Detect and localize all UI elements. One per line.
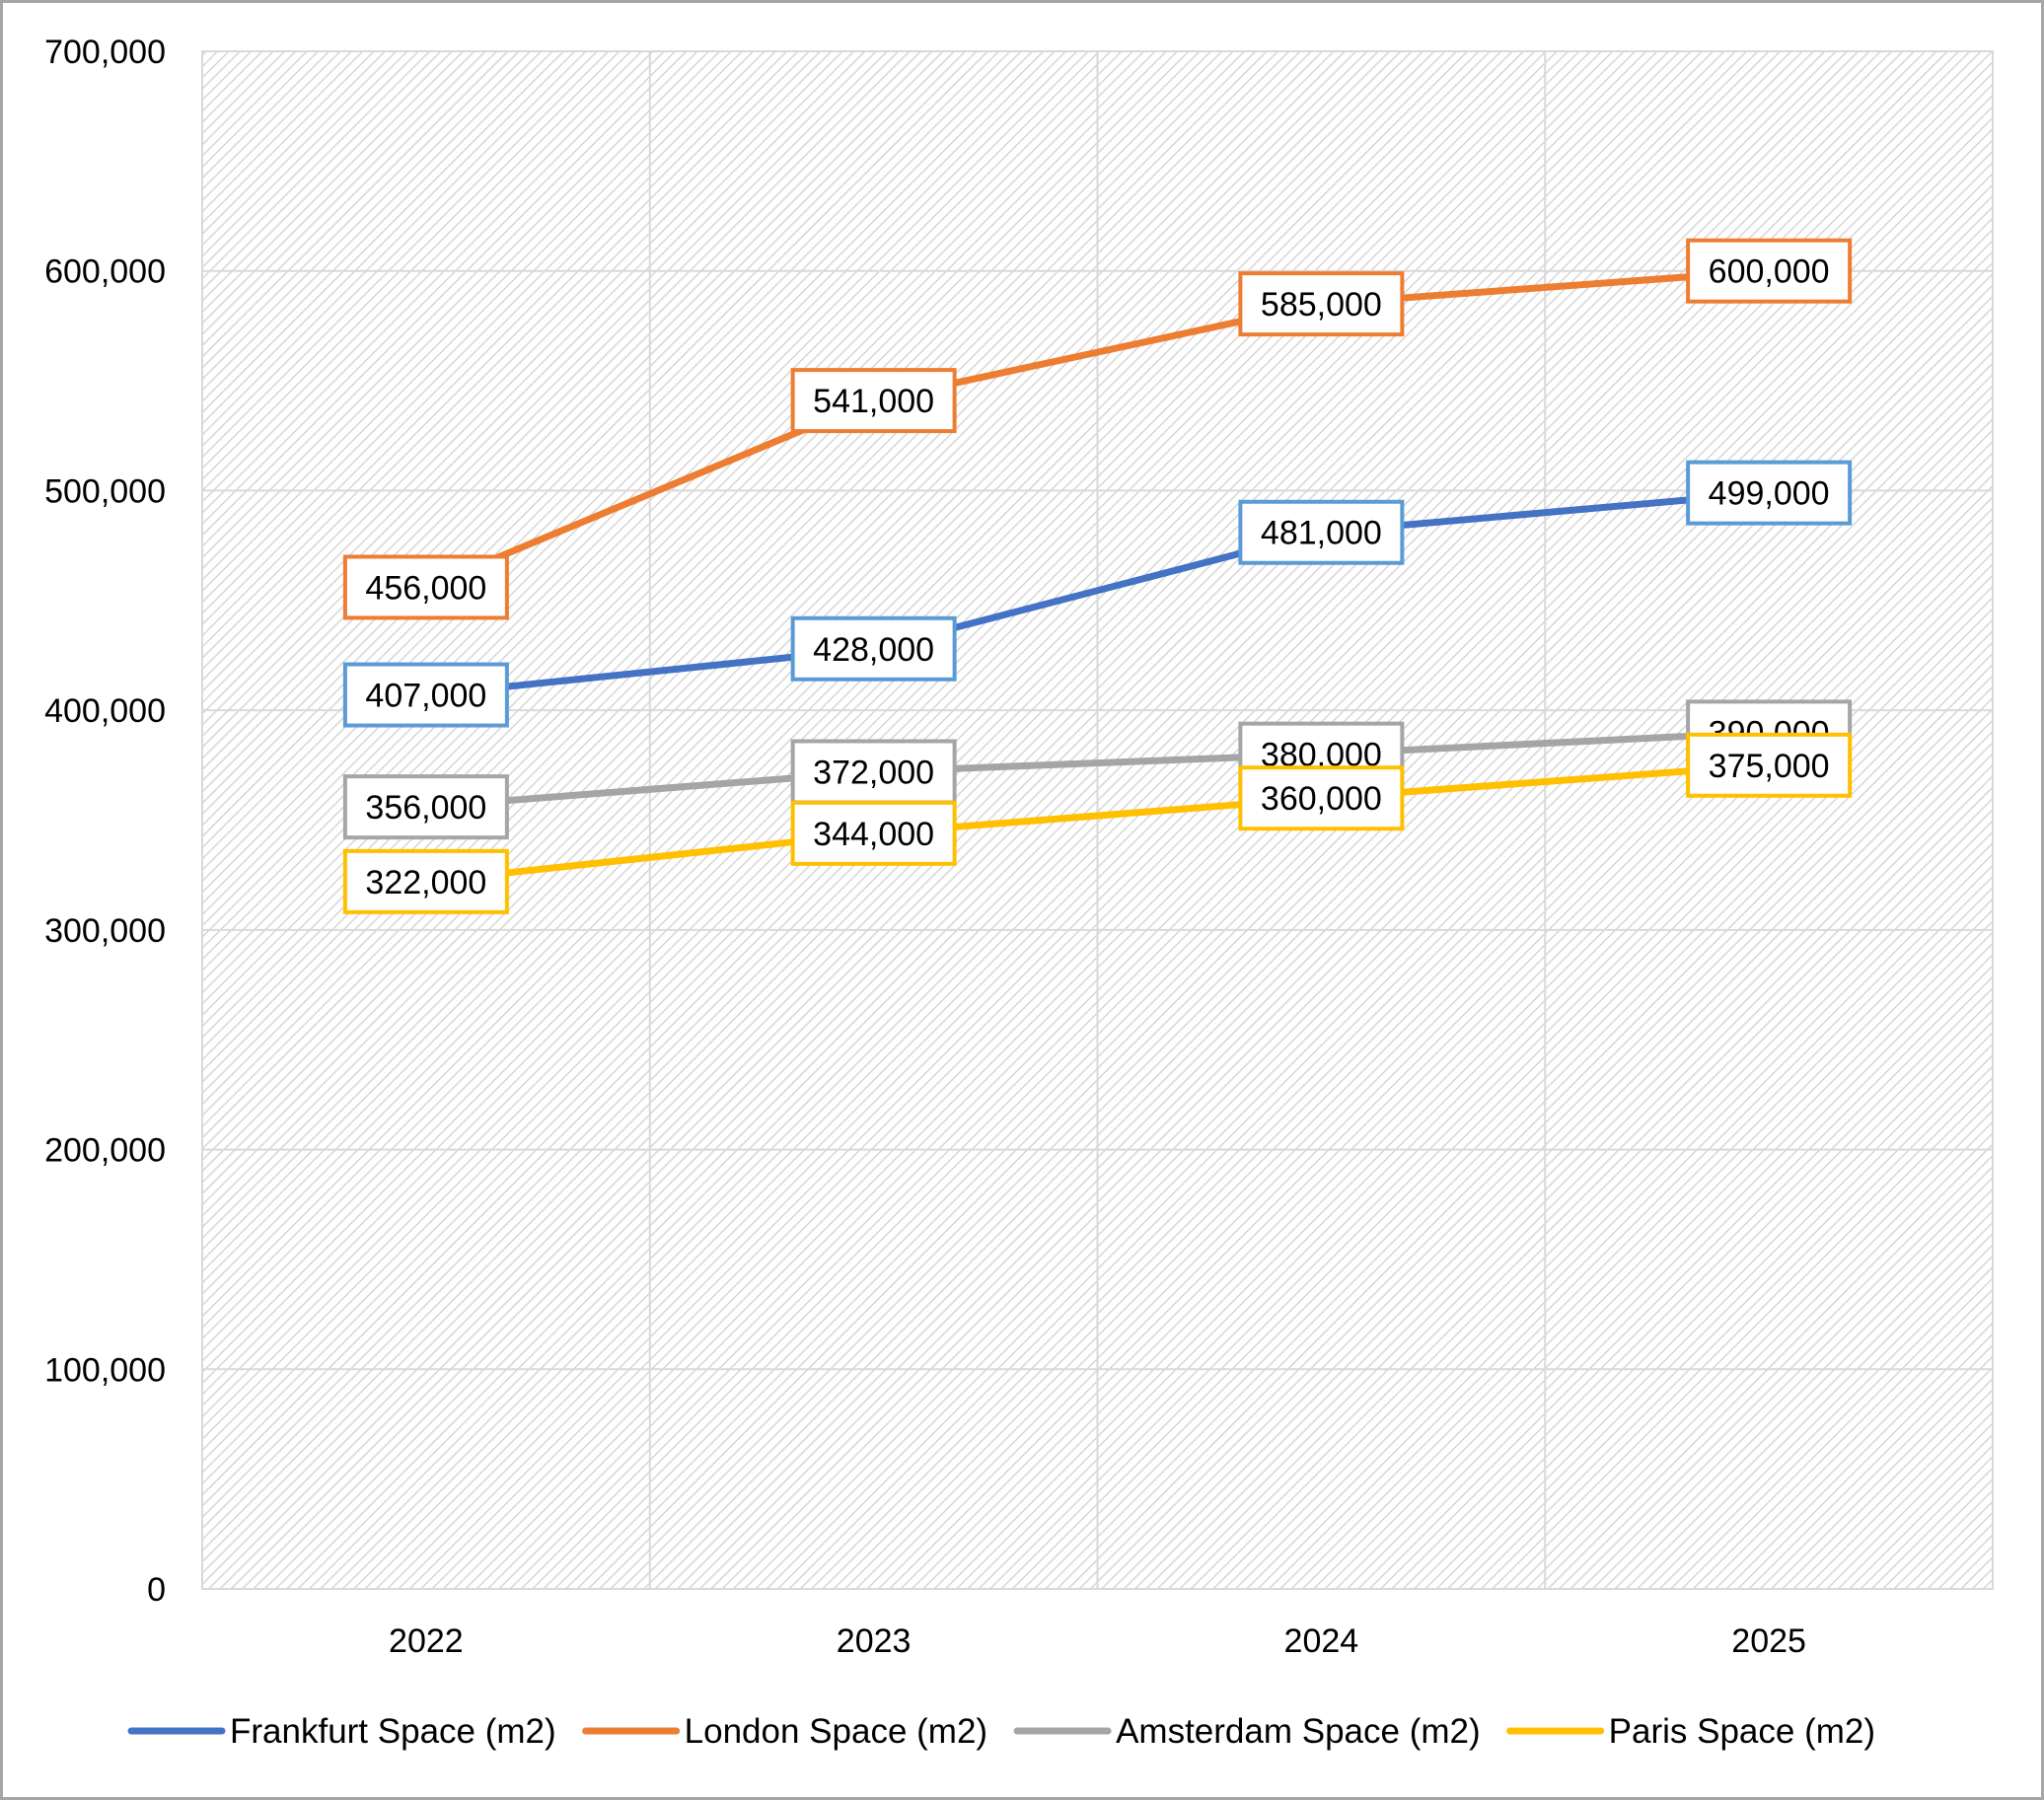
x-tick-label: 2022	[389, 1622, 464, 1660]
legend-item: London Space (m2)	[582, 1712, 987, 1751]
data-label-text: 356,000	[365, 789, 486, 827]
data-label: 372,000	[790, 739, 957, 805]
y-tick-label: 500,000	[44, 472, 166, 510]
data-label: 322,000	[342, 848, 509, 914]
data-label-box	[1238, 271, 1405, 337]
y-tick-label: 700,000	[44, 34, 166, 71]
legend-item: Amsterdam Space (m2)	[1013, 1712, 1481, 1751]
series-line	[422, 761, 1773, 886]
legend-label: Frankfurt Space (m2)	[230, 1712, 556, 1751]
data-label-box	[342, 774, 509, 840]
data-label: 456,000	[342, 554, 509, 620]
y-tick-label: 200,000	[44, 1132, 166, 1170]
y-tick-label: 100,000	[44, 1351, 166, 1389]
data-label-text: 344,000	[813, 816, 934, 853]
data-label: 600,000	[1686, 238, 1853, 304]
data-label-text: 585,000	[1261, 286, 1382, 324]
y-tick-label: 400,000	[44, 692, 166, 730]
data-label-box	[790, 800, 957, 866]
data-label: 585,000	[1238, 271, 1405, 337]
x-tick-label: 2025	[1731, 1622, 1806, 1660]
data-label-text: 456,000	[365, 569, 486, 607]
data-label-text: 360,000	[1261, 780, 1382, 818]
series-lines	[422, 267, 1773, 886]
data-label-box	[1238, 499, 1405, 565]
data-label: 360,000	[1238, 765, 1405, 831]
y-tick-label: 300,000	[44, 912, 166, 950]
data-label-box	[342, 848, 509, 914]
data-label: 428,000	[790, 615, 957, 682]
data-label-box	[342, 554, 509, 620]
legend-label: Amsterdam Space (m2)	[1116, 1712, 1481, 1751]
data-label-text: 375,000	[1709, 748, 1830, 785]
series-line	[422, 267, 1773, 591]
legend-item: Frankfurt Space (m2)	[127, 1712, 556, 1751]
data-label-box	[790, 368, 957, 434]
y-axis: 0 100,000 200,000 300,000 400,000 500,000 600,…	[44, 34, 166, 1609]
data-label: 541,000	[790, 368, 957, 434]
x-axis: 2022 2023 2024 2025	[202, 1588, 1993, 1660]
x-tick-label: 2023	[837, 1622, 912, 1660]
data-label: 344,000	[790, 800, 957, 866]
data-label: 481,000	[1238, 499, 1405, 565]
data-label-box	[1686, 732, 1853, 798]
data-label-text: 322,000	[365, 864, 486, 901]
data-label-box	[790, 615, 957, 682]
data-label-text: 499,000	[1709, 475, 1830, 513]
x-tick-label: 2024	[1284, 1622, 1359, 1660]
legend-item: Paris Space (m2)	[1506, 1712, 1875, 1751]
data-label-text: 600,000	[1709, 253, 1830, 291]
data-label-box	[1686, 460, 1853, 526]
legend-label: London Space (m2)	[685, 1712, 987, 1751]
data-label-text: 407,000	[365, 678, 486, 715]
y-tick-label: 0	[147, 1571, 166, 1609]
y-tick-label: 600,000	[44, 253, 166, 291]
data-label-text: 541,000	[813, 383, 934, 420]
legend: Frankfurt Space (m2) London Space (m2) Ams…	[127, 1712, 1875, 1751]
data-labels: 407,000 428,000 481,000 499,000 456,000 541,0…	[342, 238, 1853, 914]
series-line	[422, 489, 1773, 699]
data-label-text: 428,000	[813, 631, 934, 669]
data-label-box	[1686, 238, 1853, 304]
data-label-text: 372,000	[813, 755, 934, 792]
data-label: 375,000	[1686, 732, 1853, 798]
data-label-box	[1238, 765, 1405, 831]
legend-label: Paris Space (m2)	[1609, 1712, 1875, 1751]
data-label: 356,000	[342, 774, 509, 840]
data-label-text: 481,000	[1261, 515, 1382, 552]
data-label: 407,000	[342, 662, 509, 728]
data-label-box	[342, 662, 509, 728]
data-label: 499,000	[1686, 460, 1853, 526]
series-line	[422, 728, 1773, 811]
